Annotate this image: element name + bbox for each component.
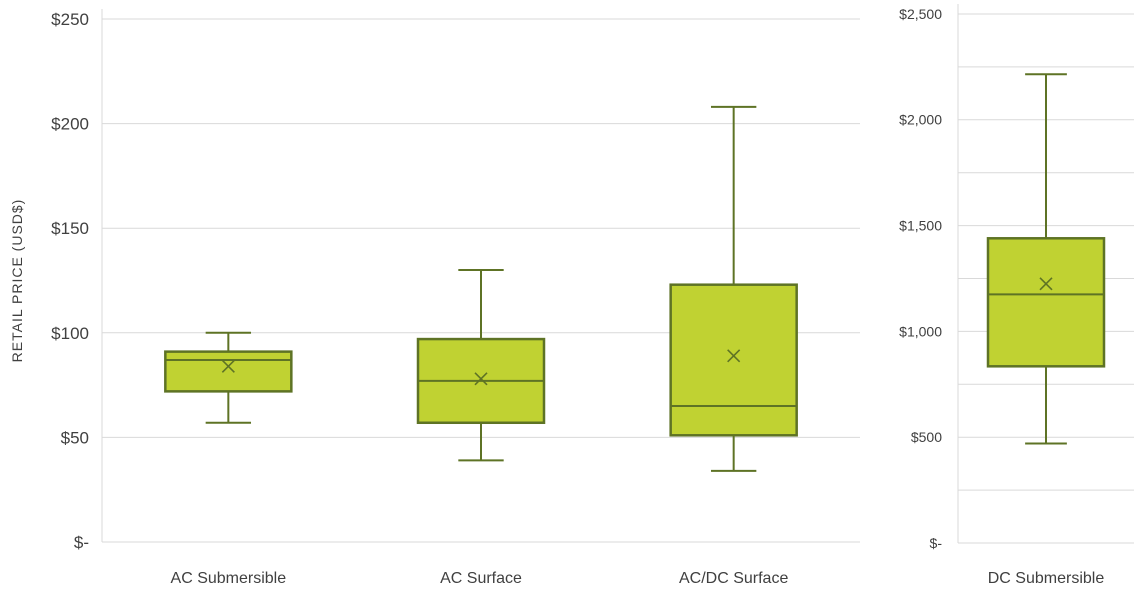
mean-marker — [727, 349, 741, 363]
y-tick-label: $200 — [51, 115, 89, 134]
category-label: AC Submersible — [171, 570, 287, 587]
chart-panel-1: $- $50 $100 $150 $200 $250 RETAIL PRICE (USD$)… — [9, 9, 860, 587]
y-tick-label: $100 — [51, 324, 89, 343]
iqr-box — [669, 283, 798, 437]
y-tick-label: $50 — [61, 428, 89, 447]
mean-marker — [474, 372, 488, 386]
chart-panel-2: $- $500 $1,000 $1,500 $2,000 $2,500 DC Submers… — [899, 4, 1134, 587]
y-tick-label: $1,000 — [899, 323, 942, 339]
y-tick-label: $150 — [51, 219, 89, 238]
y-tick-label: $250 — [51, 10, 89, 29]
iqr-box — [164, 350, 293, 393]
box-ac-surface — [416, 269, 546, 462]
y-tick-label: $2,500 — [899, 6, 942, 22]
category-label: AC/DC Surface — [679, 570, 788, 587]
y-tick-label: $2,000 — [899, 112, 942, 128]
box-ac-dc-surface — [669, 105, 798, 472]
mean-marker — [221, 359, 235, 373]
category-label: DC Submersible — [988, 570, 1105, 587]
y-axis-title: RETAIL PRICE (USD$) — [9, 199, 25, 363]
y-tick-label: $- — [74, 533, 89, 552]
box-ac-submersible — [164, 331, 293, 424]
y-tick-label: $- — [930, 535, 943, 551]
box-dc-submersible — [986, 73, 1106, 445]
category-label: AC Surface — [440, 570, 522, 587]
y-tick-label: $500 — [911, 429, 942, 445]
iqr-box — [986, 237, 1106, 368]
y-tick-label: $1,500 — [899, 218, 942, 234]
mean-marker — [1039, 277, 1053, 291]
